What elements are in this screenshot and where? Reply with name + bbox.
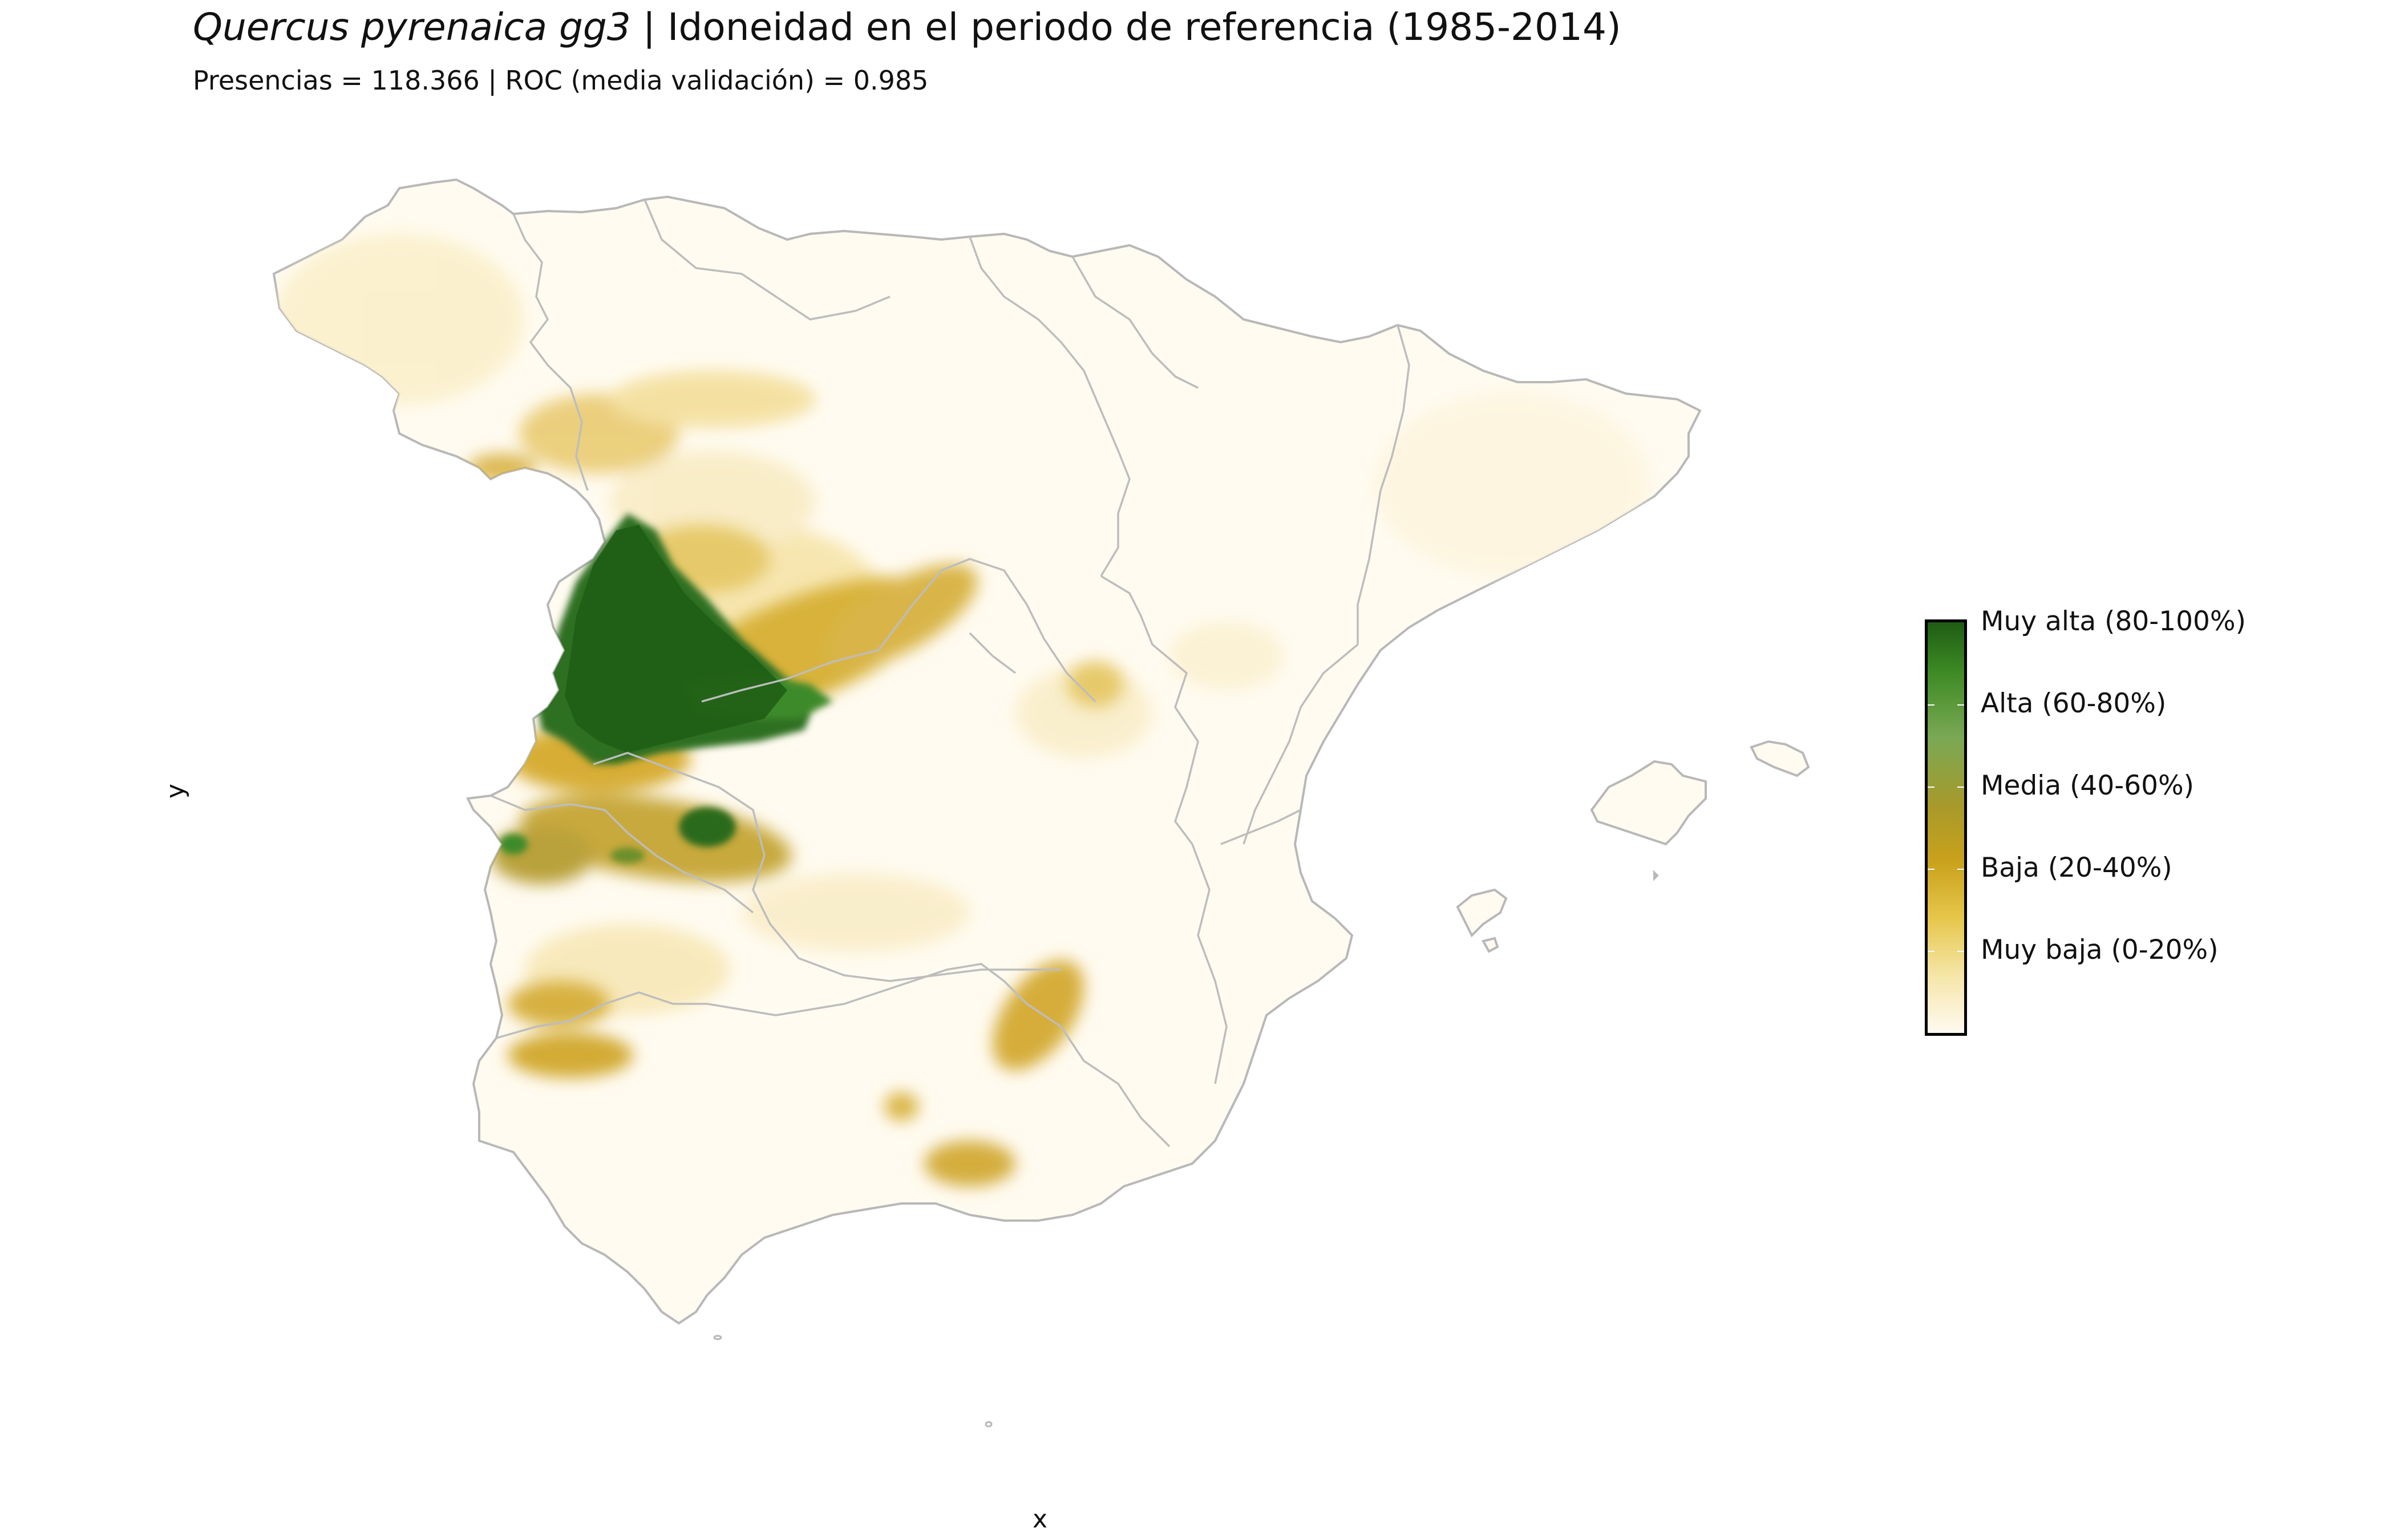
legend-label-medium: Media (40-60%) — [1981, 770, 2195, 801]
title-rest: | Idoneidad en el periodo de referencia … — [630, 5, 1621, 49]
islets — [713, 1335, 993, 1428]
map-title: Quercus pyrenaica gg3 | Idoneidad en el … — [193, 5, 1621, 50]
legend-label-very-high: Muy alta (80-100%) — [1981, 606, 2246, 637]
legend-colorbar — [1925, 619, 1967, 1036]
x-axis-label: x — [1033, 1505, 1048, 1534]
region-borders — [490, 199, 1410, 1148]
balearic-islands — [1456, 740, 1810, 953]
legend-label-very-low: Muy baja (0-20%) — [1981, 934, 2219, 966]
species-name: Quercus pyrenaica gg3 — [193, 5, 631, 49]
y-axis-label: y — [161, 783, 190, 799]
legend-label-high: Alta (60-80%) — [1981, 688, 2167, 719]
legend-label-low: Baja (20-40%) — [1981, 852, 2172, 884]
map-subtitle: Presencias = 118.366 | ROC (media valida… — [193, 65, 929, 96]
